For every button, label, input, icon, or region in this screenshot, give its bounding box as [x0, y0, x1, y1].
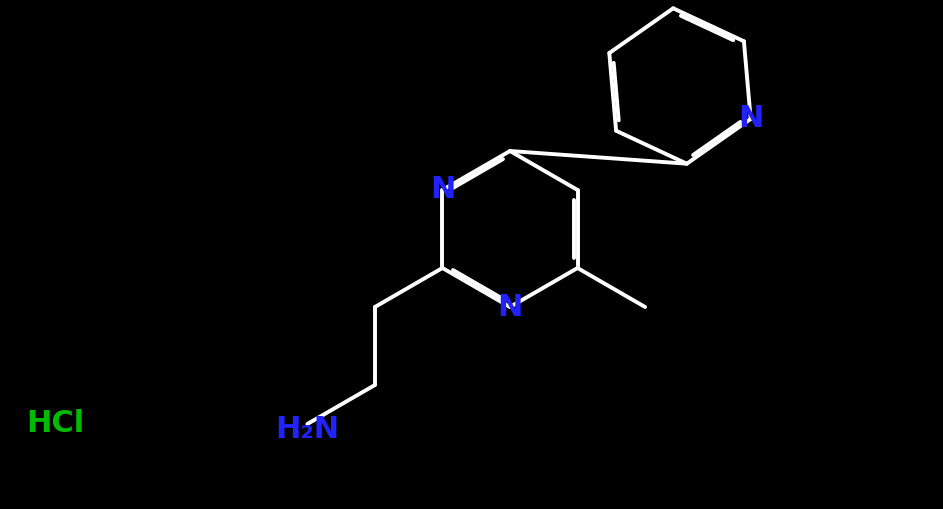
Text: N: N — [430, 176, 455, 205]
Text: N: N — [738, 104, 764, 133]
Text: HCl: HCl — [25, 410, 84, 438]
Text: N: N — [497, 293, 522, 322]
Text: H₂N: H₂N — [275, 414, 339, 443]
